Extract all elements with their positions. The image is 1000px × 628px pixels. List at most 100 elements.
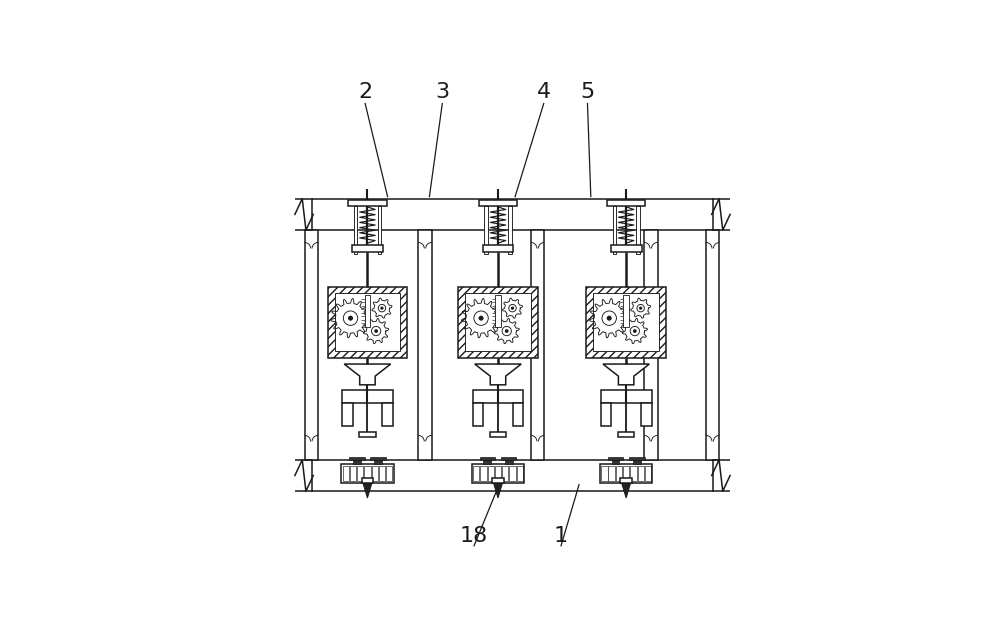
Bar	[483, 460, 491, 464]
Bar	[495, 295, 501, 327]
Bar	[508, 206, 512, 254]
Bar	[370, 457, 386, 460]
Bar	[613, 206, 616, 254]
Bar	[608, 457, 623, 460]
Bar	[335, 293, 400, 352]
Bar	[618, 432, 634, 437]
Bar	[495, 465, 501, 481]
Bar	[601, 389, 652, 403]
Bar	[501, 457, 516, 460]
Bar	[343, 465, 349, 481]
Bar	[492, 478, 504, 484]
Bar	[386, 465, 392, 481]
Bar	[354, 206, 357, 254]
Bar	[465, 293, 531, 352]
Bar	[480, 465, 487, 481]
Polygon shape	[622, 484, 630, 498]
Bar	[473, 389, 523, 403]
Bar	[531, 230, 544, 460]
Polygon shape	[344, 364, 391, 385]
Bar	[488, 465, 494, 481]
Polygon shape	[603, 364, 649, 385]
Polygon shape	[363, 484, 372, 498]
Bar	[630, 465, 637, 481]
Bar	[418, 230, 432, 460]
Bar	[490, 432, 506, 437]
Bar	[382, 403, 393, 426]
Bar	[645, 465, 651, 481]
Circle shape	[607, 317, 611, 320]
Bar	[633, 460, 641, 464]
Bar	[473, 465, 479, 481]
Bar	[509, 465, 516, 481]
Circle shape	[479, 317, 483, 320]
Bar	[350, 465, 356, 481]
Bar	[365, 295, 370, 327]
Bar	[629, 457, 645, 460]
Bar	[353, 460, 361, 464]
Text: 2: 2	[358, 82, 372, 102]
Bar	[312, 198, 713, 230]
Bar	[458, 286, 538, 358]
Bar	[644, 230, 658, 460]
Bar	[601, 465, 608, 481]
Bar	[342, 403, 353, 426]
Circle shape	[349, 317, 352, 320]
Bar	[472, 464, 524, 482]
Bar	[362, 478, 373, 484]
Bar	[349, 457, 365, 460]
Text: 5: 5	[580, 82, 595, 102]
Bar	[328, 286, 407, 358]
Bar	[601, 403, 611, 426]
Bar	[593, 293, 659, 352]
Bar	[348, 200, 387, 206]
Bar	[517, 465, 523, 481]
Bar	[620, 478, 632, 484]
Circle shape	[506, 330, 508, 332]
Text: 4: 4	[537, 82, 551, 102]
Bar	[483, 245, 513, 252]
Text: 18: 18	[460, 526, 488, 546]
Bar	[378, 206, 381, 254]
Bar	[379, 465, 385, 481]
Bar	[372, 465, 378, 481]
Bar	[623, 295, 629, 327]
Bar	[612, 460, 619, 464]
Bar	[479, 200, 517, 206]
Bar	[359, 432, 376, 437]
Polygon shape	[475, 364, 521, 385]
Bar	[608, 465, 615, 481]
Bar	[616, 465, 622, 481]
Bar	[357, 465, 363, 481]
Bar	[607, 200, 645, 206]
Bar	[352, 245, 383, 252]
Circle shape	[634, 330, 636, 332]
Bar	[305, 230, 318, 460]
Bar	[374, 460, 382, 464]
Bar	[623, 465, 629, 481]
Bar	[636, 206, 640, 254]
Bar	[480, 457, 495, 460]
Bar	[364, 465, 371, 481]
Polygon shape	[494, 484, 502, 498]
Bar	[502, 465, 508, 481]
Circle shape	[381, 307, 383, 309]
Text: 1: 1	[554, 526, 568, 546]
Text: 3: 3	[435, 82, 449, 102]
Bar	[600, 464, 652, 482]
Circle shape	[640, 307, 642, 309]
Bar	[312, 460, 713, 491]
Bar	[342, 389, 393, 403]
Circle shape	[512, 307, 513, 309]
Bar	[505, 460, 512, 464]
Bar	[513, 403, 523, 426]
Bar	[641, 403, 652, 426]
Bar	[586, 286, 666, 358]
Bar	[341, 464, 394, 482]
Bar	[706, 230, 719, 460]
Circle shape	[375, 330, 377, 332]
Bar	[611, 245, 642, 252]
Bar	[484, 206, 488, 254]
Bar	[473, 403, 483, 426]
Bar	[638, 465, 644, 481]
